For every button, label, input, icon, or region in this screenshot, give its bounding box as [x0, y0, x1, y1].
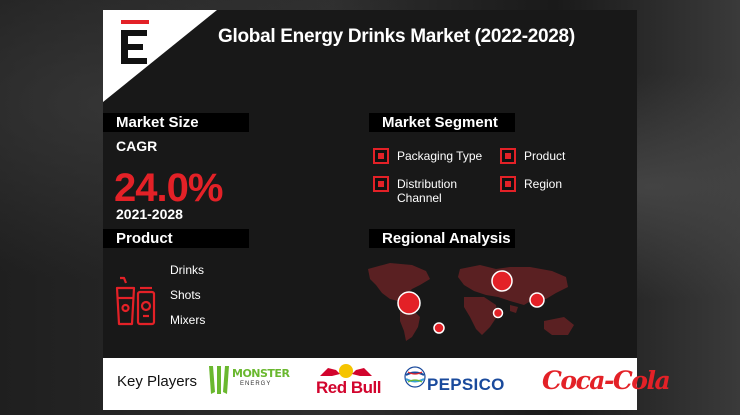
segment-item-region: Region	[500, 176, 563, 192]
segment-label: Distribution Channel	[397, 177, 458, 205]
segment-label: Region	[524, 177, 563, 191]
segment-item-distribution-channel: Distribution Channel	[373, 176, 477, 205]
cagr-period: 2021-2028	[116, 206, 183, 222]
monster-energy-logo: MONSTER	[232, 367, 290, 380]
energy-drink-cans-icon	[115, 276, 156, 326]
segment-item-product: Product	[500, 148, 566, 164]
segment-label: Packaging Type	[397, 149, 483, 163]
coca-cola-logo: Coca-Cola	[542, 366, 671, 395]
product-item-shots: Shots	[170, 288, 201, 302]
key-players-bar	[103, 358, 637, 410]
segment-item-packaging-type: Packaging Type	[373, 148, 483, 164]
key-players-label: Key Players	[117, 373, 198, 390]
bullet-square-icon	[500, 148, 516, 164]
monster-claw-logo-icon	[209, 366, 229, 394]
regional-analysis-header: Regional Analysis	[369, 229, 515, 248]
product-item-drinks: Drinks	[170, 263, 205, 277]
page-title: Global Energy Drinks Market (2022-2028)	[218, 26, 575, 47]
brand-logo-icon	[119, 20, 151, 66]
segment-label: Product	[524, 149, 566, 163]
pepsico-globe-icon	[404, 366, 426, 388]
product-header: Product	[103, 229, 249, 248]
cagr-label: CAGR	[116, 138, 158, 154]
bullet-square-icon	[373, 148, 389, 164]
product-item-mixers: Mixers	[170, 313, 206, 327]
red-bull-logo: Red Bull	[316, 378, 381, 397]
monster-energy-subtext: ENERGY	[240, 381, 272, 387]
pepsico-logo: PEPSICO	[427, 375, 505, 394]
world-map-icon	[368, 263, 574, 341]
red-bull-emblem-icon	[320, 364, 372, 378]
bullet-square-icon	[500, 176, 516, 192]
cagr-value: 24.0%	[114, 166, 223, 210]
infographic-panel	[103, 10, 637, 410]
bullet-square-icon	[373, 176, 389, 192]
market-segment-header: Market Segment	[369, 113, 515, 132]
market-size-header: Market Size	[103, 113, 249, 132]
